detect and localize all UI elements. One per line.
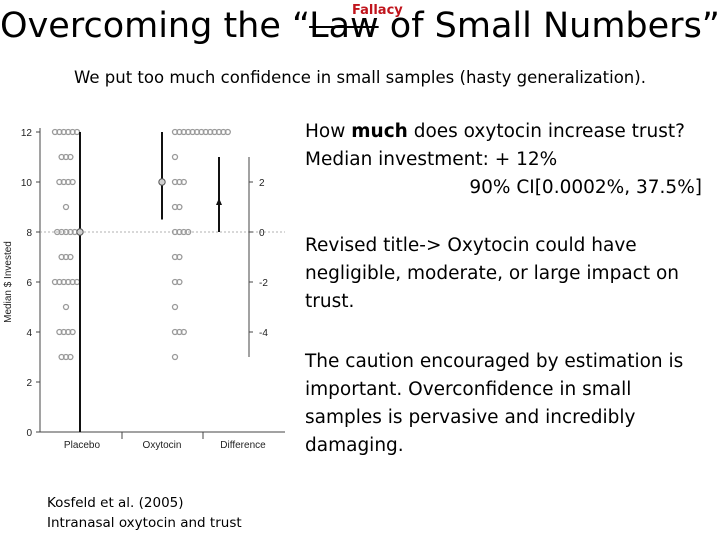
question-block: How much does oxytocin increase trust? M… [305, 118, 705, 202]
y-axis-title: Median $ Invested [3, 241, 14, 323]
difference-tick-label: 2 [259, 178, 265, 189]
data-point [176, 253, 183, 261]
data-point [171, 353, 179, 361]
slide-title: Overcoming the “Law of Small Numbers” [0, 4, 720, 48]
citation-line-1: Kosfeld et al. (2005) [47, 495, 184, 511]
y-tick-label: 2 [26, 378, 32, 389]
question-pre: How [305, 121, 352, 142]
median-marker [76, 228, 84, 236]
y-tick-label: 6 [26, 278, 32, 289]
data-point [180, 328, 187, 336]
question-post: does oxytocin increase trust? [407, 121, 685, 142]
data-point [171, 303, 179, 311]
x-tick-label: Placebo [64, 440, 101, 451]
title-part-2: of Small Numbers” [378, 6, 720, 46]
data-point [67, 153, 74, 161]
title-struck-word: Law [309, 6, 379, 46]
x-tick-label: Oxytocin [143, 440, 182, 451]
y-tick-label: 0 [26, 428, 32, 439]
title-part-1: Overcoming the “ [0, 6, 310, 46]
data-point [171, 153, 179, 161]
citation: Kosfeld et al. (2005) Intranasal oxytoci… [47, 493, 242, 533]
data-point [224, 128, 231, 136]
y-tick-label: 12 [21, 128, 33, 139]
y-tick-label: 10 [21, 178, 33, 189]
difference-marker [216, 198, 222, 205]
data-point [180, 178, 187, 186]
data-point [62, 303, 70, 311]
data-point [176, 203, 183, 211]
question-bold: much [351, 121, 408, 142]
data-point [69, 328, 76, 336]
difference-tick-label: -4 [259, 328, 268, 339]
data-point [176, 278, 183, 286]
data-point [185, 228, 192, 236]
data-point [69, 178, 76, 186]
oxytocin-chart: 0 2 4 6 8 10 12 Median $ Invested Placebo Oxytoci… [3, 128, 285, 451]
difference-tick-label: -2 [259, 278, 268, 289]
slide-subtitle: We put too much confidence in small samp… [74, 68, 646, 87]
y-tick-label: 4 [26, 328, 32, 339]
caution-text: The caution encouraged by estimation is … [305, 351, 684, 456]
data-point [67, 253, 74, 261]
citation-line-2: Intranasal oxytocin and trust [47, 515, 242, 531]
x-tick-label: Difference [220, 440, 266, 451]
median-marker [158, 178, 166, 186]
ci-line: 90% CI[0.0002%, 37.5%] [469, 177, 702, 198]
fallacy-annotation: Fallacy [352, 3, 403, 18]
y-tick-label: 8 [26, 228, 32, 239]
revised-title-text: Revised title-> Oxytocin could have negl… [305, 235, 680, 312]
data-point [67, 353, 74, 361]
median-line: Median investment: + 12% [305, 149, 558, 170]
difference-tick-label: 0 [259, 228, 265, 239]
data-point [62, 203, 70, 211]
